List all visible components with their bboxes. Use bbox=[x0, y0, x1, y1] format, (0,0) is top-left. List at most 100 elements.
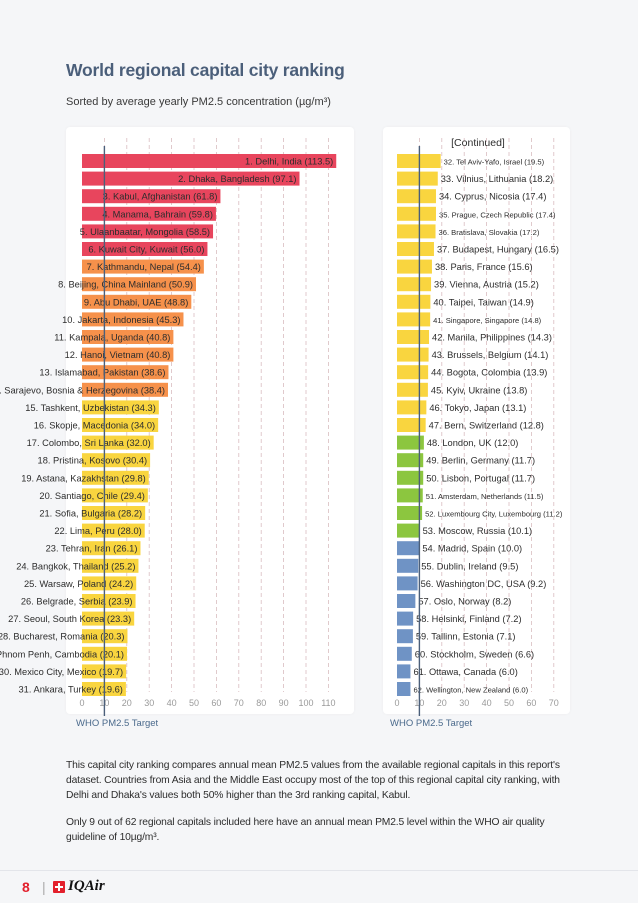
x-tick-label-left: 0 bbox=[79, 698, 84, 708]
x-tick-label-right: 60 bbox=[526, 698, 536, 708]
bar-right bbox=[397, 330, 430, 344]
bar-left bbox=[82, 277, 197, 292]
bar-left bbox=[82, 488, 148, 503]
bar-label-left: 1. Delhi, India (113.5) bbox=[245, 157, 333, 167]
bar-right bbox=[397, 294, 431, 309]
who-target-label-right: WHO PM2.5 Target bbox=[390, 718, 473, 729]
who-target-label-left: WHO PM2.5 Target bbox=[76, 718, 159, 729]
bar-right bbox=[397, 682, 411, 696]
bar-label-left: 10. Jakarta, Indonesia (45.3) bbox=[62, 315, 180, 325]
bar-right bbox=[397, 189, 436, 204]
x-tick-label-left: 40 bbox=[167, 698, 177, 708]
bar-label-left: 4. Manama, Bahrain (59.8) bbox=[102, 209, 213, 219]
bar-label-right: 43. Brussels, Belgium (14.1) bbox=[432, 350, 549, 360]
bar-left bbox=[82, 611, 135, 626]
bar-left bbox=[82, 206, 216, 221]
bar-label-right: 48. London, UK (12.0) bbox=[427, 438, 518, 448]
bar-label-right: 32. Tel Aviv-Yafo, Israel (19.5) bbox=[444, 158, 545, 167]
bar-left bbox=[82, 523, 145, 538]
bar-label-right: 60. Stockholm, Sweden (6.6) bbox=[415, 649, 534, 659]
page-number: 8 bbox=[22, 879, 30, 895]
iqair-logo-icon bbox=[53, 881, 65, 893]
bar-label-right: 58. Helsinki, Finland (7.2) bbox=[416, 614, 521, 624]
bar-label-right: 50. Lisbon, Portugal (11.7) bbox=[426, 473, 535, 483]
bar-left bbox=[82, 400, 159, 415]
bar-right bbox=[397, 242, 434, 256]
bar-right bbox=[397, 312, 431, 327]
footer-separator: | bbox=[42, 879, 46, 895]
page-title: World regional capital city ranking bbox=[66, 60, 345, 80]
bar-right bbox=[397, 435, 424, 450]
bar-right bbox=[397, 277, 432, 292]
bar-label-left: 29. Phnom Penh, Cambodia (20.1) bbox=[0, 649, 124, 659]
bar-left bbox=[82, 453, 151, 468]
bar-label-left: 6. Kuwait City, Kuwait (56.0) bbox=[88, 245, 204, 255]
bar-left bbox=[82, 506, 146, 520]
x-tick-label-left: 20 bbox=[122, 698, 132, 708]
iqair-logo-text: IQAir bbox=[68, 878, 105, 894]
bar-label-left: 31. Ankara, Turkey (19.6) bbox=[19, 685, 123, 695]
bar-label-left: 7. Kathmandu, Nepal (54.4) bbox=[87, 262, 201, 272]
bar-label-right: 52. Luxembourg City, Luxembourg (11.2) bbox=[425, 510, 563, 519]
bar-label-left: 24. Bangkok, Thailand (25.2) bbox=[16, 561, 135, 571]
bar-label-right: 57. Oslo, Norway (8.2) bbox=[418, 597, 511, 607]
bar-label-left: 26. Belgrade, Serbia (23.9) bbox=[21, 597, 133, 607]
bar-left bbox=[82, 312, 184, 327]
bar-right bbox=[397, 453, 424, 468]
bar-right bbox=[397, 576, 418, 591]
bar-right bbox=[397, 418, 426, 432]
bar-right bbox=[397, 629, 413, 644]
x-tick-label-right: 50 bbox=[504, 698, 514, 708]
bar-label-right: 39. Vienna, Austria (15.2) bbox=[434, 280, 539, 290]
bar-left bbox=[82, 576, 137, 591]
bar-label-left: 25. Warsaw, Poland (24.2) bbox=[24, 579, 133, 589]
bar-label-right: 59. Tallinn, Estonia (7.1) bbox=[416, 632, 516, 642]
bar-label-right: 37. Budapest, Hungary (16.5) bbox=[437, 245, 559, 255]
bar-label-left: 3. Kabul, Afghanistan (61.8) bbox=[103, 192, 218, 202]
bar-label-right: 56. Washington DC, USA (9.2) bbox=[421, 579, 547, 589]
x-tick-label-left: 30 bbox=[144, 698, 154, 708]
bar-label-right: 35. Prague, Czech Republic (17.4) bbox=[439, 210, 556, 219]
bar-label-left: 5. Ulaanbaatar, Mongolia (58.5) bbox=[80, 227, 210, 237]
description-paragraph-2: Only 9 out of 62 regional capitals inclu… bbox=[66, 817, 545, 843]
bar-label-left: 27. Seoul, South Korea (23.3) bbox=[8, 614, 131, 624]
bar-label-right: 55. Dublin, Ireland (9.5) bbox=[421, 561, 518, 571]
bar-left bbox=[82, 242, 208, 256]
bar-label-left: 9. Abu Dhabi, UAE (48.8) bbox=[84, 297, 188, 307]
bar-left bbox=[82, 189, 221, 204]
bar-left bbox=[82, 594, 136, 608]
bar-label-right: 47. Bern, Switzerland (12.8) bbox=[429, 421, 544, 431]
bar-label-right: 38. Paris, France (15.6) bbox=[435, 262, 533, 272]
bar-right bbox=[397, 206, 436, 221]
bar-right bbox=[397, 541, 420, 556]
bar-label-left: 21. Sofia, Bulgaria (28.2) bbox=[39, 509, 142, 519]
bar-label-left: 11. Kampala, Uganda (40.8) bbox=[54, 333, 170, 343]
page-subtitle: Sorted by average yearly PM2.5 concentra… bbox=[66, 96, 331, 108]
bar-label-right: 34. Cyprus, Nicosia (17.4) bbox=[439, 192, 546, 202]
footer-divider bbox=[0, 870, 638, 871]
bar-label-right: 49. Berlin, Germany (11.7) bbox=[426, 456, 535, 466]
bar-right bbox=[397, 224, 436, 239]
bar-label-right: 61. Ottawa, Canada (6.0) bbox=[413, 667, 517, 677]
bar-label-left: 23. Tehran, Iran (26.1) bbox=[46, 544, 138, 554]
bar-right bbox=[397, 400, 427, 415]
x-tick-label-left: 110 bbox=[321, 698, 335, 708]
continued-label: [Continued] bbox=[451, 137, 505, 149]
bar-right bbox=[397, 523, 420, 538]
footer: 8 | IQAir bbox=[0, 870, 638, 903]
bar-label-right: 41. Singapore, Singapore (14.8) bbox=[433, 316, 542, 325]
bar-left bbox=[82, 259, 204, 274]
bar-right bbox=[397, 259, 432, 274]
bar-label-left: 14. Sarajevo, Bosnia & Herzegovina (38.4… bbox=[0, 385, 165, 395]
x-tick-label-left: 90 bbox=[279, 698, 289, 708]
bar-right bbox=[397, 470, 424, 485]
bar-label-right: 62. Wellington, New Zealand (6.0) bbox=[413, 686, 528, 695]
bar-left bbox=[82, 224, 214, 239]
bar-label-right: 45. Kyiv, Ukraine (13.8) bbox=[431, 385, 527, 395]
bar-right bbox=[397, 558, 419, 573]
bar-label-left: 12. Hanoi, Vietnam (40.8) bbox=[65, 350, 171, 360]
bar-label-left: 17. Colombo, Sri Lanka (32.0) bbox=[27, 438, 151, 448]
x-tick-label-left: 100 bbox=[298, 698, 313, 708]
bar-left bbox=[82, 435, 154, 450]
